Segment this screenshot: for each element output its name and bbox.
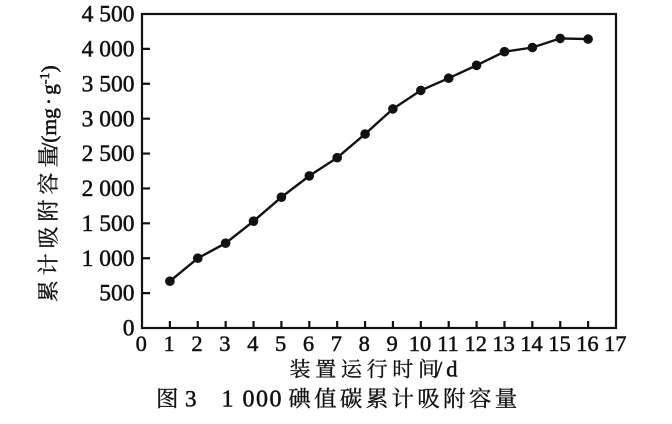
svg-text:13: 13 [492,331,515,356]
svg-text:12: 12 [465,331,488,356]
svg-text:9: 9 [387,331,398,356]
svg-text:3 000: 3 000 [82,106,135,132]
svg-text:/d: / d [436,357,458,382]
svg-text:1 000: 1 000 [222,387,284,413]
svg-text:7: 7 [331,331,342,356]
svg-text:3 500: 3 500 [82,71,135,97]
svg-text:1: 1 [163,331,174,356]
svg-text:2 500: 2 500 [82,141,135,167]
svg-text:2 000: 2 000 [82,176,135,202]
svg-text:2: 2 [191,331,202,356]
svg-text:11: 11 [437,331,459,356]
svg-text:3: 3 [185,387,197,412]
svg-text:5: 5 [275,331,286,356]
svg-text:1 000: 1 000 [82,246,135,272]
svg-text:4 000: 4 000 [82,36,135,62]
svg-text:15: 15 [548,331,571,356]
svg-text:/(mg·g-1): /(mg·g-1) [37,65,61,148]
svg-text:4: 4 [247,331,258,356]
svg-text:17: 17 [604,331,627,356]
svg-text:10: 10 [409,331,432,356]
svg-text:0: 0 [136,331,147,356]
svg-text:500: 500 [99,281,134,307]
svg-text:3: 3 [219,331,230,356]
svg-text:14: 14 [520,331,543,356]
svg-text:1 500: 1 500 [82,211,135,237]
svg-text:8: 8 [359,331,370,356]
svg-text:4 500: 4 500 [82,2,135,28]
svg-text:0: 0 [123,316,135,342]
svg-text:6: 6 [303,331,314,356]
svg-text:16: 16 [576,331,599,356]
